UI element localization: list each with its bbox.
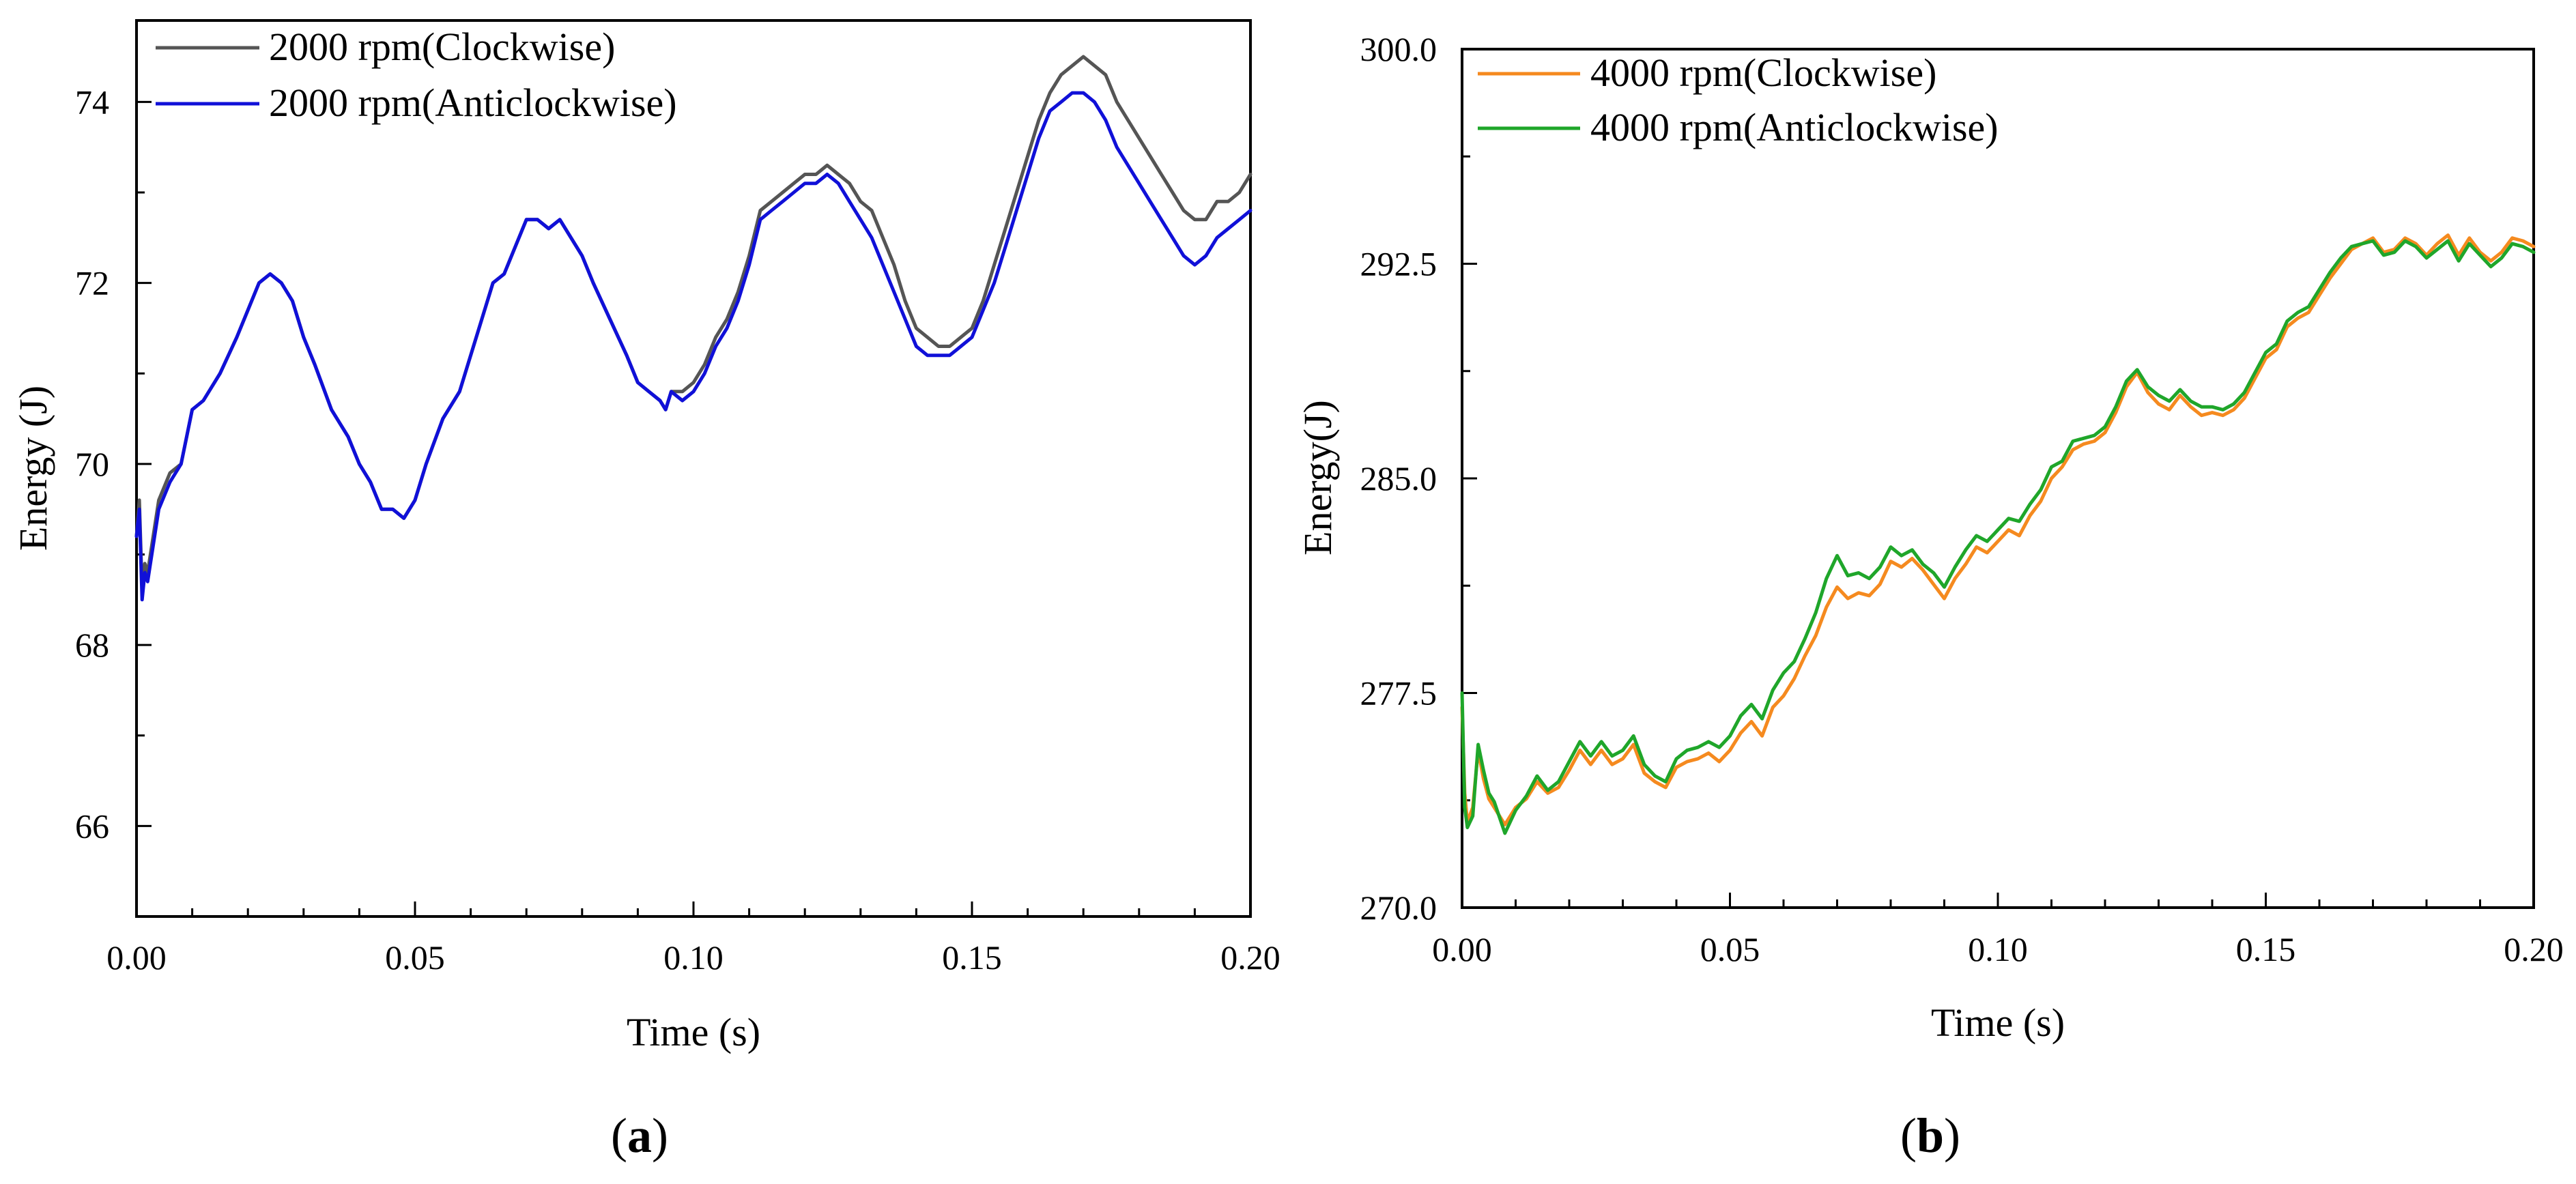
y-tick-label-b-270: 270.0 <box>1360 889 1437 927</box>
x-tick-label-a-0: 0.00 <box>106 938 167 977</box>
series-line-b-clockwise <box>1460 233 2536 826</box>
panel-label-b-letter: b <box>1917 1108 1944 1163</box>
y-tick-label-b-300: 300.0 <box>1360 30 1437 68</box>
panel-label-a-open: ( <box>611 1108 627 1163</box>
legend-label-b-clockwise: 4000 rpm(Clockwise) <box>1590 50 1936 95</box>
panel-label-a-letter: a <box>627 1108 652 1163</box>
series-line-a-clockwise <box>134 55 1253 592</box>
plot-frame-a <box>135 19 1252 918</box>
x-tick-label-a-4: 0.20 <box>1220 938 1280 977</box>
y-tick-label-b-277-5: 277.5 <box>1360 674 1437 712</box>
x-tick-label-a-3: 0.15 <box>942 938 1002 977</box>
panel-label-b-open: ( <box>1900 1108 1917 1163</box>
y-tick-label-a-74: 74 <box>75 83 109 121</box>
legend-a: 2000 rpm(Clockwise) 2000 rpm(Anticlockwi… <box>156 25 677 125</box>
x-tick-label-b-1: 0.05 <box>1700 930 1760 968</box>
panel-label-b-close: ) <box>1944 1108 1960 1163</box>
chart-panel-b: 270.0 277.5 285.0 292.5 300.0 0.00 0.05 … <box>1296 30 2564 1163</box>
ticks-b <box>1461 48 2535 909</box>
y-axis-title-b: Energy(J) <box>1296 400 1340 555</box>
legend-label-a-anticlockwise: 2000 rpm(Anticlockwise) <box>269 81 677 125</box>
plot-frame-b <box>1461 48 2535 909</box>
x-tick-label-a-2: 0.10 <box>663 938 724 977</box>
legend-b: 4000 rpm(Clockwise) 4000 rpm(Anticlockwi… <box>1478 50 1999 149</box>
series-line-b-anticlockwise <box>1460 239 2536 835</box>
x-tick-label-b-2: 0.10 <box>1968 930 2028 968</box>
panel-label-b: (b) <box>1900 1108 1960 1163</box>
y-axis-title-a: Energy (J) <box>11 386 55 551</box>
series-lines-b <box>1460 233 2536 835</box>
y-tick-label-a-66: 66 <box>75 807 109 845</box>
series-lines-a <box>134 55 1253 602</box>
legend-label-a-clockwise: 2000 rpm(Clockwise) <box>269 25 615 69</box>
panel-label-a-close: ) <box>652 1108 668 1163</box>
ticks-a <box>135 100 1252 916</box>
x-tick-label-b-4: 0.20 <box>2504 930 2564 968</box>
x-axis-title-a: Time (s) <box>627 1010 760 1054</box>
panel-label-a: (a) <box>611 1108 668 1163</box>
y-tick-label-b-285: 285.0 <box>1360 459 1437 497</box>
y-tick-label-a-68: 68 <box>75 626 109 664</box>
y-tick-label-b-292-5: 292.5 <box>1360 245 1437 283</box>
x-tick-label-a-1: 0.05 <box>385 938 445 977</box>
legend-label-b-anticlockwise: 4000 rpm(Anticlockwise) <box>1590 105 1999 149</box>
x-axis-title-b: Time (s) <box>1931 1000 2065 1045</box>
y-tick-label-a-72: 72 <box>75 264 109 302</box>
x-tick-label-b-3: 0.15 <box>2236 930 2296 968</box>
chart-panel-a: 66 68 70 72 74 0.00 0.05 0.10 0.15 0.20 … <box>11 19 1280 1163</box>
series-line-a-anticlockwise <box>134 91 1253 602</box>
x-tick-label-b-0: 0.00 <box>1432 930 1492 968</box>
y-tick-label-a-70: 70 <box>75 445 109 483</box>
